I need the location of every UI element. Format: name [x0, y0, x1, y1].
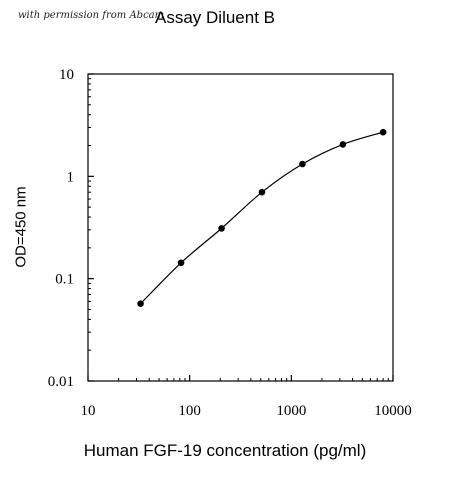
- data-point: [177, 259, 185, 267]
- x-axis-label: Human FGF-19 concentration (pg/ml): [83, 441, 367, 460]
- data-point: [379, 128, 387, 136]
- data-point: [218, 225, 225, 232]
- watermark-text: with permission from Abcam: [18, 10, 165, 21]
- data-point: [299, 160, 306, 168]
- series-points-group: [137, 128, 387, 307]
- data-point: [339, 141, 347, 148]
- x-tick-label: 10: [81, 403, 96, 419]
- x-ticks: 10 100 1000 10000: [81, 375, 412, 419]
- series-line: [140, 131, 384, 305]
- y-ticks: 0.01 0.1 1 10: [48, 67, 94, 390]
- data-point: [258, 188, 266, 196]
- x-tick-label: 1000: [276, 403, 306, 419]
- y-tick-label: 1: [67, 169, 75, 185]
- x-tick-label: 100: [178, 403, 201, 419]
- series-line-group: [140, 131, 384, 305]
- y-tick-label: 10: [59, 67, 74, 83]
- y-axis-label: OD=450 nm: [12, 186, 30, 268]
- y-tick-label: 0.1: [55, 272, 74, 288]
- y-tick-label: 0.01: [48, 374, 74, 390]
- chart-title: Assay Diluent B: [155, 8, 275, 27]
- plot-frame: [87, 73, 394, 382]
- x-tick-label: 10000: [374, 403, 412, 419]
- data-point: [137, 300, 144, 307]
